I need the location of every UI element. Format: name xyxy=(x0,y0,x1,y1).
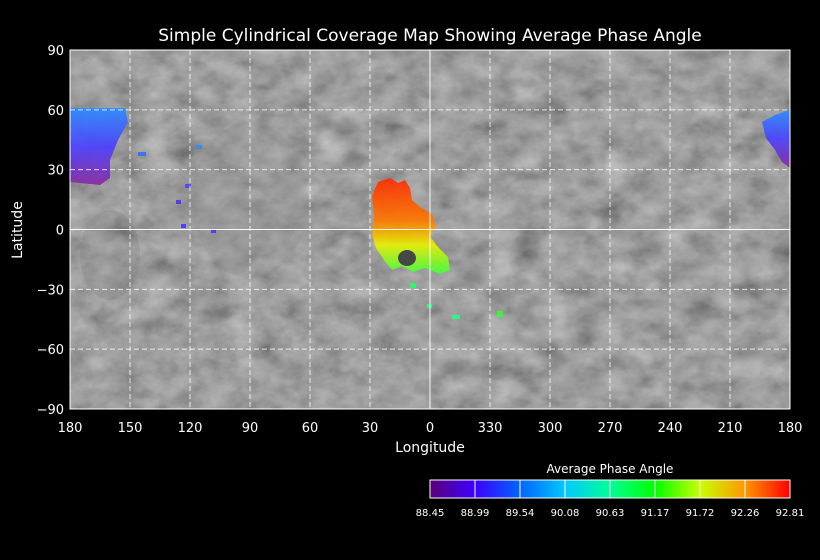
latitude-tick-label: −30 xyxy=(37,283,64,298)
legend-title: Average Phase Angle xyxy=(547,462,674,476)
legend-tick-labels: 88.45 88.99 89.54 90.08 90.63 91.17 91.72 92.26… xyxy=(416,508,805,519)
longitude-tick-label: 300 xyxy=(538,421,563,436)
longitude-tick-label: 0 xyxy=(426,421,434,436)
latitude-tick-label: 90 xyxy=(47,44,64,59)
coverage-fragment xyxy=(211,229,216,233)
longitude-tick-label: 150 xyxy=(118,421,143,436)
longitude-tick-label: 330 xyxy=(478,421,503,436)
map-gridlines xyxy=(70,50,790,409)
longitude-tick-labels: 180 150 120 90 60 30 0 330 300 270 240 210 180 xyxy=(58,421,803,436)
longitude-tick-label: 180 xyxy=(778,421,803,436)
coverage-hole xyxy=(398,250,416,266)
latitude-tick-label: 30 xyxy=(47,164,64,179)
longitude-tick-label: 210 xyxy=(718,421,743,436)
y-axis-label: Latitude xyxy=(10,201,26,259)
latitude-tick-label: −60 xyxy=(37,343,64,358)
color-legend: Average Phase Angle 88.45 88.99 89.54 90.08… xyxy=(416,462,805,519)
legend-tick-label: 91.72 xyxy=(686,508,715,519)
coverage-fragment xyxy=(181,224,186,228)
latitude-tick-label: 0 xyxy=(56,224,64,239)
coverage-fragment xyxy=(185,184,191,188)
coverage-fragment xyxy=(452,315,460,319)
map-title: Simple Cylindrical Coverage Map Showing … xyxy=(158,26,701,46)
legend-tick-label: 91.17 xyxy=(641,508,670,519)
crater-feature xyxy=(560,371,640,399)
longitude-tick-label: 90 xyxy=(242,421,259,436)
large-basin-feature xyxy=(192,122,308,278)
coverage-fragment xyxy=(138,152,146,156)
longitude-tick-label: 60 xyxy=(302,421,319,436)
longitude-tick-label: 30 xyxy=(362,421,379,436)
legend-tick-label: 90.63 xyxy=(596,508,625,519)
coverage-fragment xyxy=(176,200,181,204)
legend-tick-label: 92.26 xyxy=(731,508,760,519)
coverage-fragment xyxy=(196,145,202,149)
coverage-fragment xyxy=(410,283,416,288)
longitude-tick-label: 180 xyxy=(58,421,83,436)
map-plot-area xyxy=(70,50,790,409)
longitude-tick-label: 240 xyxy=(658,421,683,436)
coverage-patch-east xyxy=(762,110,790,168)
latitude-tick-label: −90 xyxy=(37,403,64,418)
x-axis-label: Longitude xyxy=(395,440,465,456)
latitude-tick-labels: 90 60 30 0 −30 −60 −90 xyxy=(37,44,64,418)
legend-tick-label: 88.99 xyxy=(461,508,490,519)
longitude-tick-label: 270 xyxy=(598,421,623,436)
coverage-patch-west xyxy=(70,108,128,185)
crater-feature xyxy=(80,210,140,300)
latitude-tick-label: 60 xyxy=(47,104,64,119)
legend-tick-label: 88.45 xyxy=(416,508,445,519)
legend-tick-label: 92.81 xyxy=(776,508,805,519)
coverage-fragment xyxy=(497,311,503,317)
map-frame xyxy=(69,49,791,410)
legend-dividers xyxy=(474,480,746,498)
legend-tick-label: 89.54 xyxy=(506,508,535,519)
longitude-tick-label: 120 xyxy=(178,421,203,436)
legend-tick-label: 90.08 xyxy=(551,508,580,519)
